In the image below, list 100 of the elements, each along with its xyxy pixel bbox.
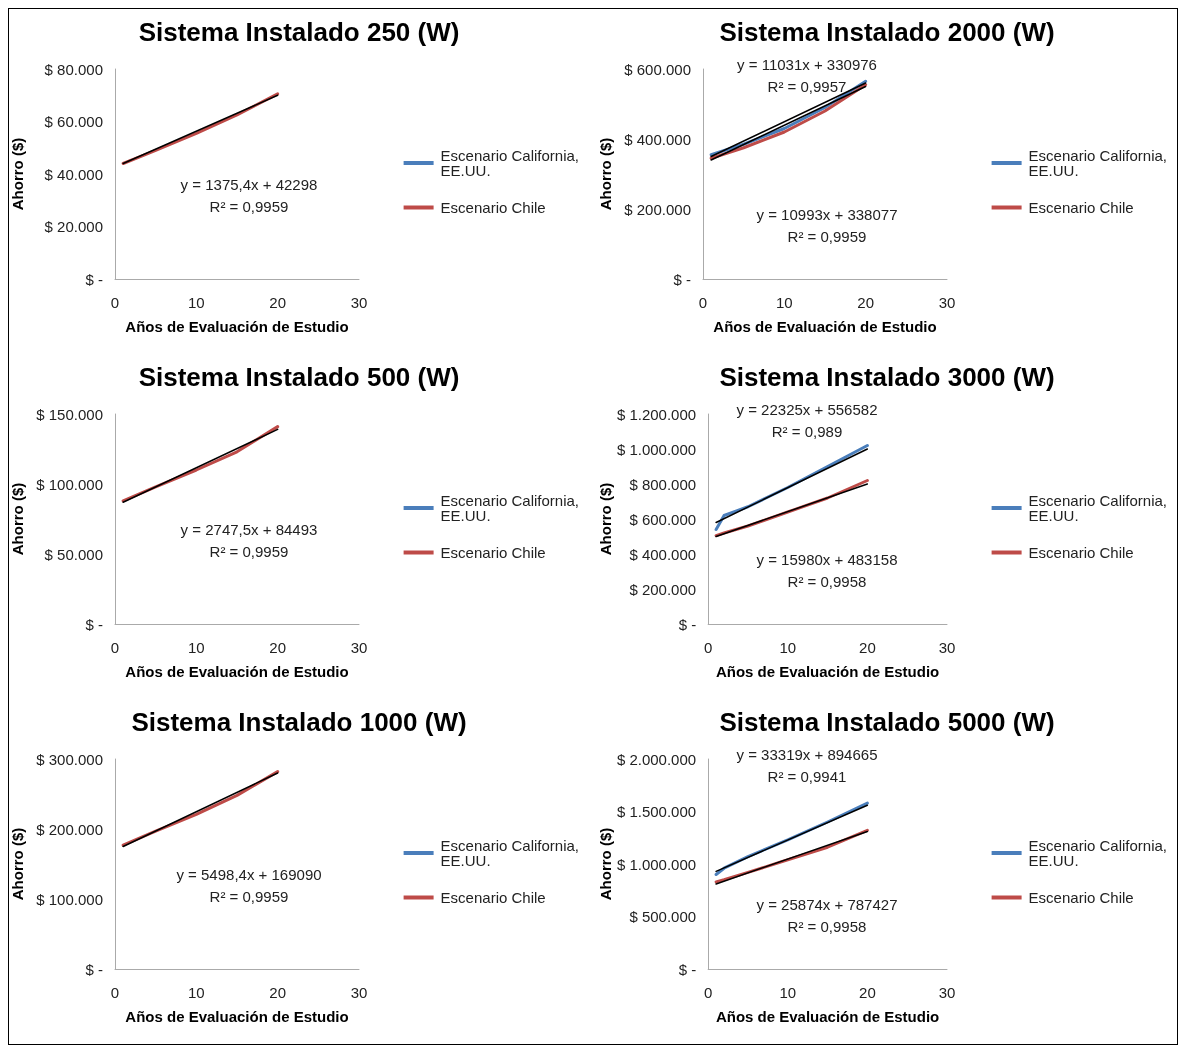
- annotation: R² = 0,9958: [787, 572, 867, 590]
- y-tick-label: $ 40.000: [44, 165, 103, 183]
- annotation: y = 1375,4x + 42298: [180, 175, 318, 193]
- x-tick-label: 0: [703, 639, 713, 656]
- x-tick-label: 0: [110, 294, 120, 311]
- chart-title: Sistema Instalado 500 (W): [138, 362, 460, 392]
- x-tick-label: 20: [269, 639, 287, 656]
- annotation: R² = 0,9958: [787, 917, 867, 935]
- legend-label: Escenario California, EE.UU.: [440, 492, 580, 524]
- chart-title: Sistema Instalado 3000 (W): [719, 362, 1055, 392]
- y-tick-label: $ 600.000: [629, 510, 697, 528]
- y-tick-label: $ 80.000: [44, 60, 103, 78]
- y-tick-label: $ -: [85, 615, 103, 633]
- y-tick-label: $ -: [85, 960, 103, 978]
- annotation: R² = 0,9959: [787, 227, 867, 245]
- y-tick-label: $ -: [678, 960, 697, 978]
- y-axis-title: Ahorro ($): [9, 827, 26, 901]
- legend-label: Escenario Chile: [1028, 889, 1134, 906]
- x-axis-title: Años de Evaluación de Estudio: [125, 663, 349, 680]
- annotation: y = 11031x + 330976: [737, 55, 877, 73]
- x-axis-title: Años de Evaluación de Estudio: [713, 318, 937, 335]
- x-axis-title: Años de Evaluación de Estudio: [715, 663, 940, 680]
- annotation: y = 33319x + 894665: [736, 745, 878, 763]
- x-tick-label: 0: [698, 294, 708, 311]
- x-tick-label: 10: [779, 639, 797, 656]
- y-tick-label: $ 100.000: [36, 475, 103, 493]
- x-tick-label: 30: [350, 294, 368, 311]
- y-tick-label: $ -: [85, 270, 103, 288]
- y-axis-title: Ahorro ($): [597, 827, 614, 901]
- x-tick-label: 0: [703, 984, 713, 1001]
- legend-label: Escenario Chile: [1028, 199, 1134, 216]
- x-tick-label: 0: [110, 984, 120, 1001]
- annotation: R² = 0,989: [771, 422, 843, 440]
- y-tick-label: $ 800.000: [629, 475, 697, 493]
- y-tick-label: $ 400.000: [629, 545, 697, 563]
- x-tick-label: 20: [269, 294, 287, 311]
- legend-label: Escenario Chile: [440, 544, 546, 561]
- chart-title: Sistema Instalado 250 (W): [138, 17, 460, 47]
- annotation: y = 10993x + 338077: [756, 205, 898, 223]
- y-tick-label: $ 1.500.000: [616, 803, 697, 820]
- chart-title: Sistema Instalado 2000 (W): [719, 17, 1055, 47]
- annotation: R² = 0,9941: [767, 767, 847, 785]
- y-tick-label: $ 50.000: [44, 545, 103, 563]
- y-tick-label: $ 200.000: [629, 580, 697, 598]
- legend-label: Escenario California, EE.UU.: [440, 837, 580, 869]
- annotation: y = 15980x + 483158: [756, 550, 898, 568]
- legend-label: Escenario California, EE.UU.: [1028, 147, 1168, 179]
- legend-label: Escenario Chile: [440, 199, 546, 216]
- x-axis-title: Años de Evaluación de Estudio: [125, 1008, 349, 1025]
- y-tick-label: $ 2.000.000: [616, 750, 697, 768]
- annotation: y = 2747,5x + 84493: [180, 520, 318, 538]
- y-tick-label: $ 1.200.000: [616, 405, 697, 423]
- legend-label: Escenario California, EE.UU.: [1028, 492, 1168, 524]
- y-tick-label: $ 200.000: [36, 820, 103, 838]
- legend-label: Escenario California, EE.UU.: [440, 147, 580, 179]
- y-axis-title: Ahorro ($): [597, 482, 614, 556]
- y-tick-label: $ 500.000: [629, 908, 697, 925]
- y-tick-label: $ 60.000: [44, 113, 103, 130]
- legend-label: Escenario Chile: [1028, 544, 1134, 561]
- x-tick-label: 10: [187, 984, 205, 1001]
- x-tick-label: 20: [857, 294, 875, 311]
- chart-title: Sistema Instalado 1000 (W): [131, 707, 467, 737]
- annotation: y = 25874x + 787427: [756, 895, 898, 913]
- y-tick-label: $ -: [673, 270, 691, 288]
- y-tick-label: $ 300.000: [36, 750, 103, 768]
- x-tick-label: 10: [187, 639, 205, 656]
- y-tick-label: $ 150.000: [36, 405, 103, 423]
- annotation: R² = 0,9959: [209, 542, 289, 560]
- x-tick-label: 30: [938, 294, 956, 311]
- x-tick-label: 20: [859, 984, 876, 1001]
- annotation: R² = 0,9959: [209, 887, 289, 905]
- y-axis-title: Ahorro ($): [9, 482, 26, 556]
- y-tick-label: $ 1.000.000: [616, 855, 697, 873]
- x-tick-label: 20: [269, 984, 287, 1001]
- x-tick-label: 30: [938, 984, 956, 1001]
- x-tick-label: 10: [187, 294, 205, 311]
- x-tick-label: 30: [938, 639, 956, 656]
- annotation: y = 22325x + 556582: [736, 400, 878, 418]
- x-tick-label: 0: [110, 639, 120, 656]
- annotation: R² = 0,9957: [767, 77, 847, 95]
- x-axis-title: Años de Evaluación de Estudio: [715, 1008, 940, 1025]
- y-tick-label: $ 100.000: [36, 890, 103, 908]
- y-tick-label: $ 400.000: [624, 130, 691, 148]
- legend-label: Escenario California, EE.UU.: [1028, 837, 1168, 869]
- x-tick-label: 10: [775, 294, 793, 311]
- y-tick-label: $ 600.000: [624, 60, 691, 78]
- x-tick-label: 10: [779, 984, 797, 1001]
- y-axis-title: Ahorro ($): [597, 137, 614, 211]
- x-axis-title: Años de Evaluación de Estudio: [125, 318, 349, 335]
- annotation: R² = 0,9959: [209, 197, 289, 215]
- y-tick-label: $ 200.000: [624, 200, 691, 218]
- x-tick-label: 30: [350, 639, 368, 656]
- y-tick-label: $ 20.000: [44, 218, 103, 235]
- x-tick-label: 20: [859, 639, 876, 656]
- y-tick-label: $ 1.000.000: [616, 440, 697, 458]
- y-axis-title: Ahorro ($): [9, 137, 26, 211]
- x-tick-label: 30: [350, 984, 368, 1001]
- annotation: y = 5498,4x + 169090: [176, 865, 322, 883]
- legend-label: Escenario Chile: [440, 889, 546, 906]
- chart-title: Sistema Instalado 5000 (W): [719, 707, 1055, 737]
